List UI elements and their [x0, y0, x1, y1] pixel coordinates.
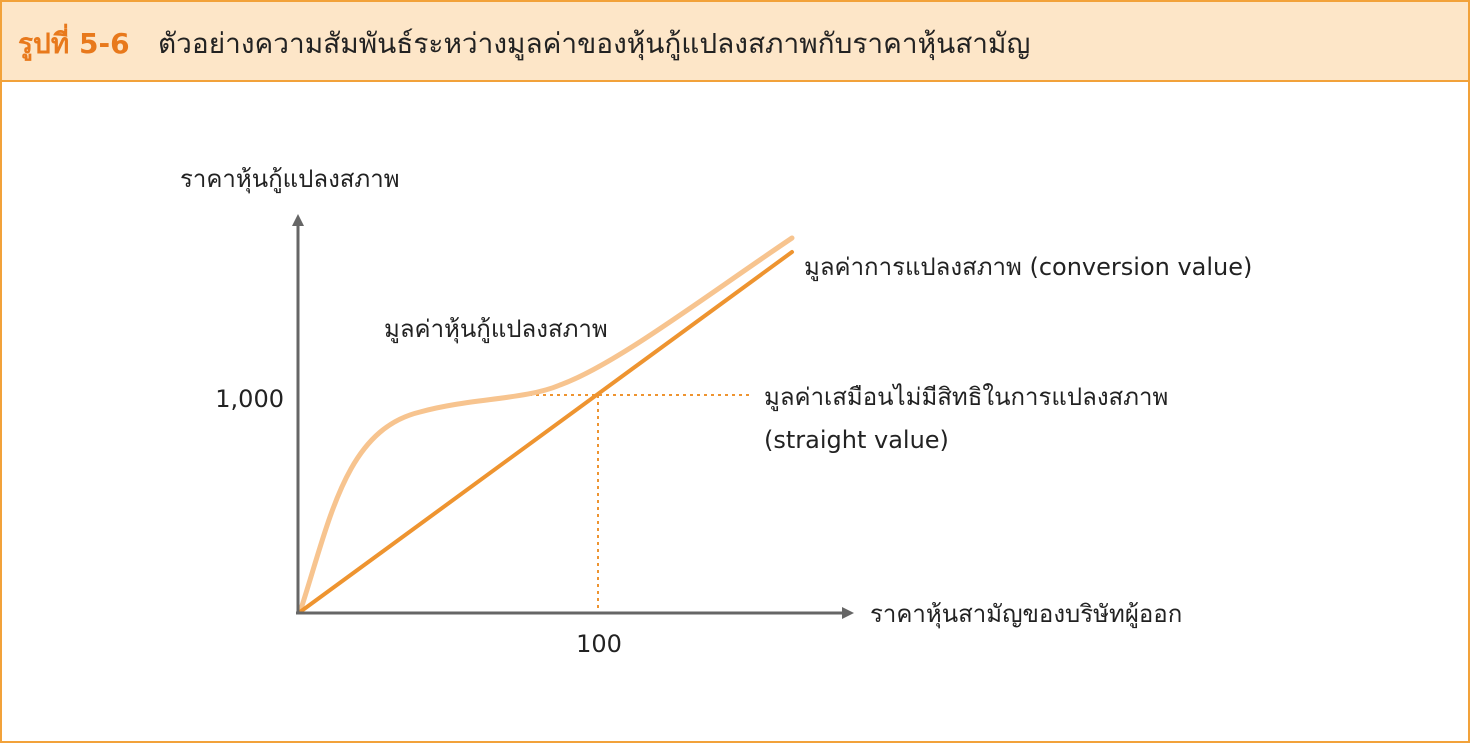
bond-curve-label: มูลค่าหุ้นกู้แปลงสภาพ: [384, 315, 608, 344]
conversion-value-line: [298, 250, 794, 614]
y-axis-label: ราคาหุ้นกู้แปลงสภาพ: [180, 165, 400, 194]
figure-header: รูปที่ 5-6 ตัวอย่างความสัมพันธ์ระหว่างมู…: [2, 2, 1468, 82]
convertible-bond-value-curve: [297, 235, 795, 615]
x-axis-label: ราคาหุ้นสามัญของบริษัทผู้ออก: [870, 600, 1182, 629]
figure-title: ตัวอย่างความสัมพันธ์ระหว่างมูลค่าของหุ้น…: [158, 27, 1031, 60]
straight-value-label-line1: มูลค่าเสมือนไม่มีสิทธิในการแปลงสภาพ: [764, 383, 1168, 412]
y-tick-label: 1,000: [215, 385, 284, 413]
straight-value-label-line2: (straight value): [764, 426, 949, 454]
figure-number: รูปที่ 5-6: [18, 27, 130, 60]
conversion-value-label: มูลค่าการแปลงสภาพ (conversion value): [804, 253, 1252, 282]
x-tick-label: 100: [576, 630, 622, 658]
